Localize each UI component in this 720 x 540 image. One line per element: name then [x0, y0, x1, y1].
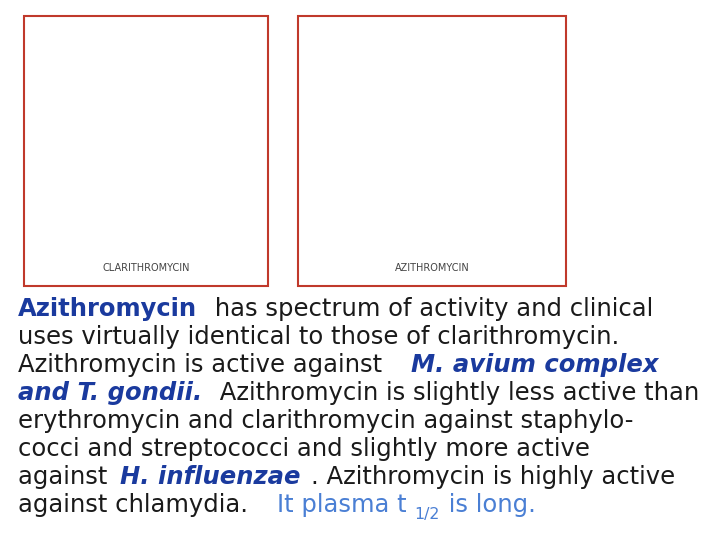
FancyBboxPatch shape — [24, 16, 269, 286]
Text: H. influenzae: H. influenzae — [120, 465, 301, 489]
Text: 1/2: 1/2 — [414, 507, 439, 522]
Text: has spectrum of activity and clinical: has spectrum of activity and clinical — [207, 297, 653, 321]
Text: uses virtually identical to those of clarithromycin.: uses virtually identical to those of cla… — [18, 325, 619, 349]
Text: cocci and streptococci and slightly more active: cocci and streptococci and slightly more… — [18, 437, 590, 461]
Text: AZITHROMYCIN: AZITHROMYCIN — [395, 262, 469, 273]
Text: . Azithromycin is highly active: . Azithromycin is highly active — [311, 465, 675, 489]
Text: against: against — [18, 465, 114, 489]
Text: CLARITHROMYCIN: CLARITHROMYCIN — [102, 262, 189, 273]
Text: Azithromycin is slightly less active than: Azithromycin is slightly less active tha… — [212, 381, 700, 405]
Text: against chlamydia.: against chlamydia. — [18, 494, 264, 517]
FancyBboxPatch shape — [298, 16, 566, 286]
Text: M. avium complex: M. avium complex — [410, 353, 658, 377]
Text: erythromycin and clarithromycin against staphylo-: erythromycin and clarithromycin against … — [18, 409, 633, 433]
Text: Azithromycin is active against: Azithromycin is active against — [18, 353, 390, 377]
Text: is long.: is long. — [441, 494, 536, 517]
Text: It plasma t: It plasma t — [277, 494, 407, 517]
Text: Azithromycin: Azithromycin — [18, 297, 197, 321]
Text: and T. gondii.: and T. gondii. — [18, 381, 202, 405]
